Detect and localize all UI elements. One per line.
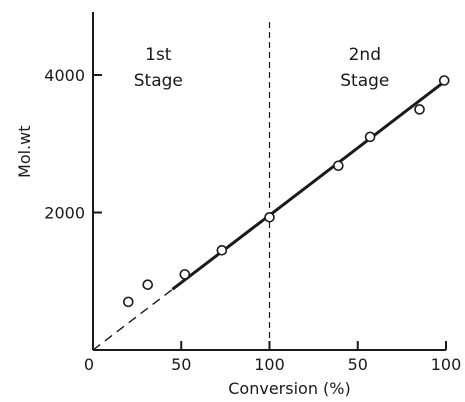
stage-label-1-line2: Stage (134, 71, 183, 91)
data-point (179, 269, 191, 280)
data-point (216, 245, 228, 256)
fit-lines (92, 80, 446, 351)
x-tick-label: 50 (348, 355, 368, 374)
fit-line-dashed (92, 288, 173, 351)
y-axis-label: Mol.wt (15, 126, 34, 178)
stage-label-2-line1: 2nd (349, 45, 381, 65)
x-tick-label: 100 (254, 355, 285, 374)
x-axis-label: Conversion (%) (228, 379, 350, 398)
data-point (142, 279, 154, 290)
fit-line-solid (171, 80, 446, 291)
y-tick-label: 4000 (44, 66, 85, 85)
stage-label-2-line2: Stage (340, 71, 389, 91)
x-tick-label: 50 (171, 355, 191, 374)
axes (92, 12, 447, 351)
chart-labels: 0 50 100 50 100 2000 4000 Conversion (%) Mol.wt 1… (15, 45, 461, 398)
data-point (414, 104, 425, 115)
x-tick-label: 100 (431, 355, 462, 374)
data-point (333, 160, 344, 172)
data-point (364, 131, 376, 143)
y-tick-label: 2000 (44, 204, 85, 223)
stage-label-1-line1: 1st (145, 45, 172, 65)
data-points (123, 75, 450, 308)
x-tick-label: 0 (84, 355, 94, 374)
data-point (438, 75, 450, 86)
data-point (264, 212, 275, 223)
data-point (123, 296, 134, 308)
